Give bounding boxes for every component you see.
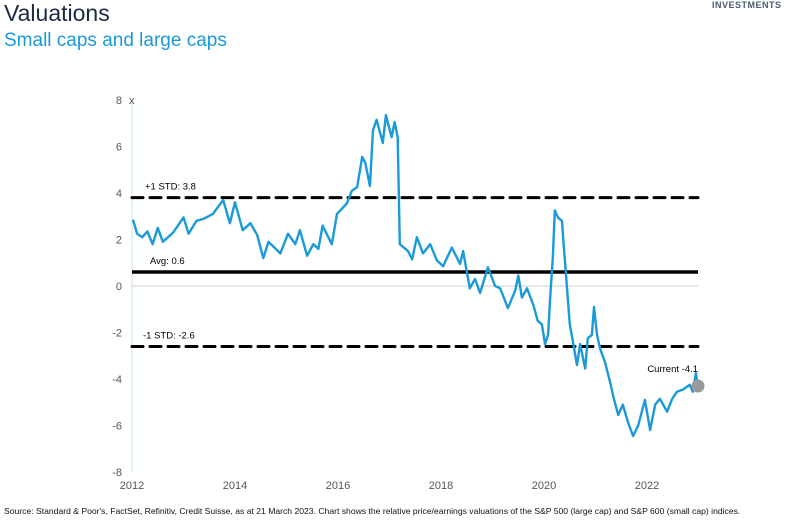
source-footnote: Source: Standard & Poor's, FactSet, Refi…: [4, 506, 741, 516]
page-subtitle: Small caps and large caps: [4, 30, 227, 51]
y-tick-label: 4: [116, 188, 122, 200]
x-tick-label: 2012: [120, 480, 144, 492]
y-tick-label: -8: [112, 467, 122, 479]
reference-line-label: Avg: 0.6: [150, 256, 185, 267]
x-tick-label: 2016: [326, 480, 350, 492]
logo-text: INVESTMENTS: [712, 0, 782, 10]
y-unit-label: x: [129, 95, 135, 107]
y-tick-label: -6: [112, 421, 122, 433]
y-tick-label: 2: [116, 235, 122, 247]
reference-line-label: +1 STD: 3.8: [145, 182, 196, 193]
current-label: Current -4.1: [647, 364, 698, 375]
x-tick-label: 2014: [223, 480, 247, 492]
y-tick-label: 0: [116, 281, 122, 293]
y-tick-label: -2: [112, 328, 122, 340]
x-tick-label: 2018: [429, 480, 453, 492]
series-line: [131, 113, 700, 438]
y-tick-label: -4: [112, 374, 122, 386]
reference-line-label: -1 STD: -2.6: [143, 330, 195, 341]
x-tick-label: 2020: [532, 480, 556, 492]
current-marker: [691, 379, 705, 393]
x-tick-label: 2022: [635, 480, 659, 492]
y-tick-label: 6: [116, 142, 122, 154]
y-tick-label: 8: [116, 95, 122, 107]
page-title: Valuations: [4, 0, 110, 26]
